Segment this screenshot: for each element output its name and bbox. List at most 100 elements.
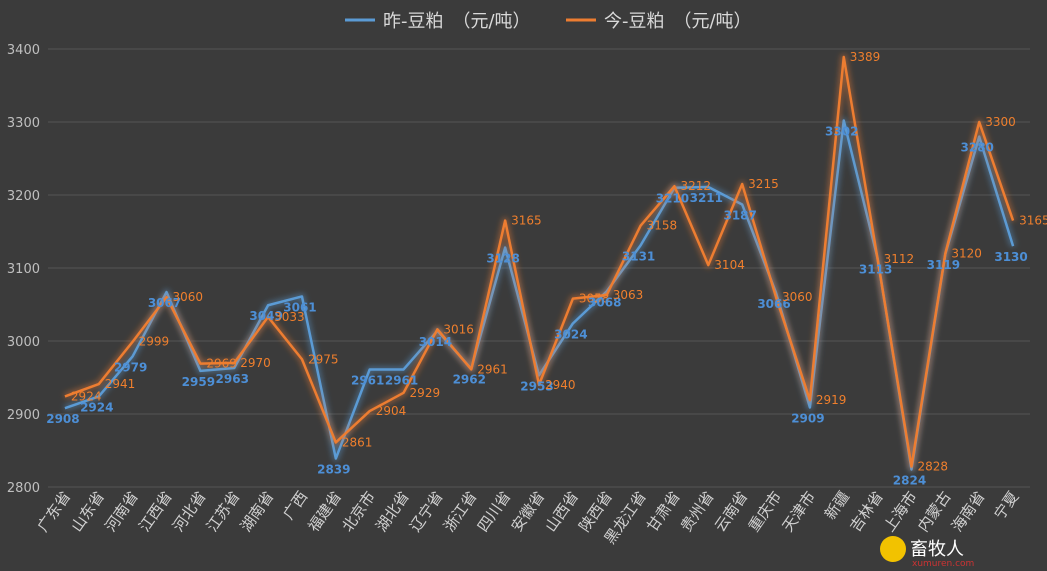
data-label-yesterday: 2961 bbox=[351, 373, 384, 387]
x-tick-label: 福建省 bbox=[305, 488, 346, 535]
data-label-today: 3104 bbox=[714, 258, 745, 272]
watermark-site: xumuren.com bbox=[912, 559, 974, 569]
data-label-yesterday: 2924 bbox=[80, 400, 113, 414]
x-tick-label: 吉林省 bbox=[846, 488, 887, 535]
data-label-today: 2929 bbox=[410, 386, 441, 400]
heart-icon bbox=[880, 536, 906, 562]
x-tick-label: 贵州省 bbox=[677, 488, 718, 535]
data-label-today: 3060 bbox=[173, 290, 204, 304]
data-label-yesterday: 2824 bbox=[893, 473, 926, 487]
y-tick-label: 3200 bbox=[7, 189, 40, 204]
data-label-yesterday: 3128 bbox=[486, 252, 519, 266]
x-tick-label: 云南省 bbox=[711, 488, 752, 535]
data-label-yesterday: 3210 bbox=[656, 192, 689, 206]
data-label-today: 3112 bbox=[884, 252, 915, 266]
data-label-today: 3063 bbox=[613, 288, 644, 302]
data-label-today: 3033 bbox=[274, 310, 305, 324]
data-label-today: 2970 bbox=[240, 356, 271, 370]
x-tick-label: 河北省 bbox=[169, 488, 210, 535]
gridlines bbox=[48, 48, 1030, 488]
x-tick-label: 江西省 bbox=[135, 488, 176, 535]
data-label-today: 3060 bbox=[782, 290, 813, 304]
x-tick-label: 山东省 bbox=[68, 488, 109, 535]
data-label-today: 2975 bbox=[308, 352, 339, 366]
x-tick-label: 重庆市 bbox=[745, 488, 786, 535]
x-tick-label: 河南省 bbox=[101, 488, 142, 535]
data-label-today: 3165 bbox=[511, 214, 542, 228]
data-label-today: 2904 bbox=[376, 404, 407, 418]
data-label-yesterday: 2963 bbox=[216, 372, 249, 386]
data-label-today: 3016 bbox=[443, 322, 474, 336]
data-label-today: 2940 bbox=[545, 378, 576, 392]
data-label-today: 3389 bbox=[850, 50, 881, 64]
data-label-yesterday: 3211 bbox=[690, 191, 723, 205]
legend-label: 今-豆粕 （元/吨） bbox=[604, 11, 752, 32]
data-label-today: 2961 bbox=[477, 362, 508, 376]
data-label-yesterday: 2839 bbox=[317, 463, 350, 477]
data-label-yesterday: 3067 bbox=[148, 296, 181, 310]
data-label-yesterday: 3061 bbox=[283, 300, 316, 314]
x-tick-label: 天津市 bbox=[779, 488, 820, 535]
legend-label: 昨-豆粕 （元/吨） bbox=[383, 11, 531, 32]
watermark-text: 畜牧人 bbox=[910, 539, 964, 560]
data-label-yesterday: 3049 bbox=[249, 309, 282, 323]
x-tick-label: 宁夏 bbox=[990, 488, 1022, 523]
data-label-yesterday: 3066 bbox=[757, 297, 790, 311]
x-tick-label: 山西省 bbox=[542, 488, 583, 535]
x-tick-label: 辽宁省 bbox=[406, 488, 447, 535]
data-label-today: 2861 bbox=[342, 435, 373, 449]
series-lines bbox=[63, 54, 1016, 473]
data-label-today: 2969 bbox=[206, 357, 237, 371]
data-label-yesterday: 3302 bbox=[825, 125, 858, 139]
data-label-today: 2924 bbox=[71, 389, 102, 403]
y-tick-label: 3300 bbox=[7, 116, 40, 131]
x-tick-label: 甘肃省 bbox=[643, 488, 684, 535]
y-tick-label: 2900 bbox=[7, 408, 40, 423]
data-label-today: 2941 bbox=[105, 377, 136, 391]
x-tick-label: 内蒙古 bbox=[914, 488, 955, 535]
data-label-today: 2999 bbox=[139, 335, 170, 349]
y-tick-label: 2800 bbox=[7, 481, 40, 496]
data-label-yesterday: 2962 bbox=[453, 373, 486, 387]
x-tick-label: 湖南省 bbox=[237, 488, 278, 535]
y-tick-label: 3100 bbox=[7, 262, 40, 277]
data-label-today: 3158 bbox=[647, 219, 678, 233]
data-label-yesterday: 2961 bbox=[385, 373, 418, 387]
data-label-yesterday: 3014 bbox=[419, 335, 452, 349]
y-axis: 2800 2900 3000 3100 3200 3300 3400 bbox=[7, 43, 40, 496]
y-tick-label: 3400 bbox=[7, 43, 40, 58]
data-label-yesterday: 2979 bbox=[114, 360, 147, 374]
x-tick-label: 安徽省 bbox=[508, 488, 549, 535]
x-tick-label: 四川省 bbox=[474, 488, 515, 535]
data-label-yesterday: 3068 bbox=[588, 295, 621, 309]
data-label-today: 3300 bbox=[985, 115, 1016, 129]
data-label-yesterday: 2909 bbox=[791, 411, 824, 425]
data-label-yesterday: 3119 bbox=[927, 258, 960, 272]
data-label-yesterday: 2908 bbox=[46, 412, 79, 426]
data-label-yesterday: 3024 bbox=[554, 327, 587, 341]
data-label-yesterday: 3280 bbox=[961, 141, 994, 155]
data-labels: 2908292429242941297929993067306029592969… bbox=[46, 50, 1047, 487]
data-label-yesterday: 3131 bbox=[622, 249, 655, 263]
series-glow bbox=[63, 117, 1016, 473]
x-tick-label: 江苏省 bbox=[203, 488, 244, 535]
x-tick-label: 湖北省 bbox=[372, 488, 413, 535]
x-tick-label: 浙江省 bbox=[440, 488, 481, 535]
x-tick-label: 海南省 bbox=[948, 488, 989, 535]
legend: 昨-豆粕 （元/吨） 今-豆粕 （元/吨） bbox=[345, 11, 752, 32]
x-tick-label: 北京市 bbox=[338, 488, 379, 535]
data-label-today: 3120 bbox=[951, 246, 982, 260]
data-label-yesterday: 2953 bbox=[520, 379, 553, 393]
x-tick-label: 广西 bbox=[279, 488, 311, 523]
data-label-yesterday: 3187 bbox=[723, 208, 756, 222]
series-line-yesterday bbox=[64, 119, 1015, 471]
data-label-today: 3165 bbox=[1019, 214, 1047, 228]
y-tick-label: 3000 bbox=[7, 335, 40, 350]
data-label-today: 2828 bbox=[917, 460, 948, 474]
x-tick-label: 上海市 bbox=[880, 488, 921, 535]
data-label-yesterday: 3113 bbox=[859, 263, 892, 277]
x-tick-label: 新疆 bbox=[821, 488, 853, 523]
data-label-yesterday: 2959 bbox=[182, 375, 215, 389]
